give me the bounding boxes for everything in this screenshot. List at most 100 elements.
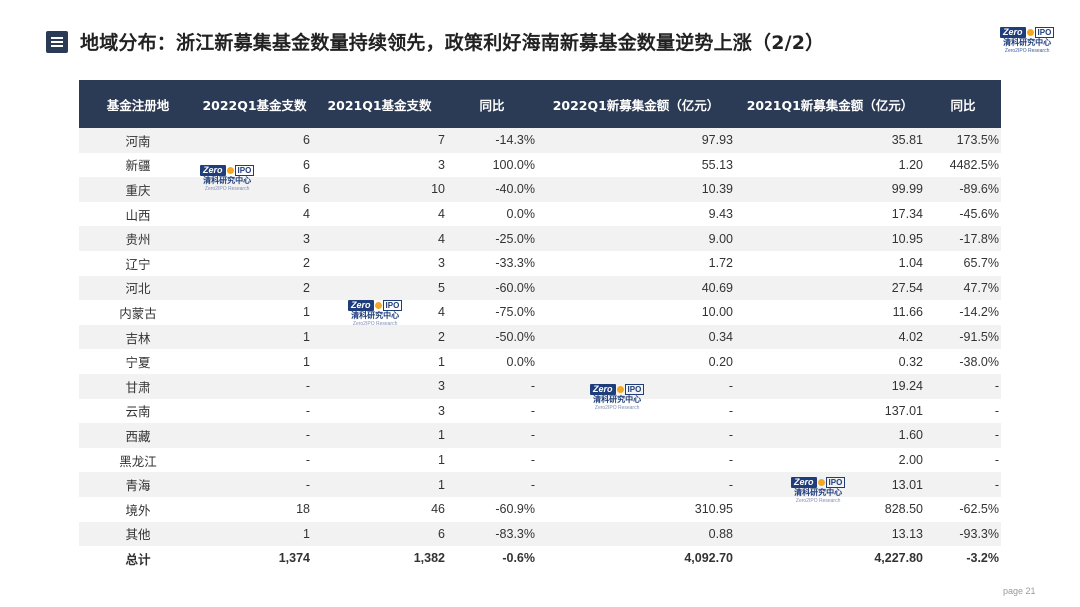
value-cell: 19.24: [735, 373, 925, 399]
region-cell: 新疆: [79, 152, 197, 178]
table-header-row: 基金注册地 2022Q1基金支数 2021Q1基金支数 同比 2022Q1新募集金额（亿…: [79, 80, 1001, 128]
value-cell: 1: [197, 521, 312, 547]
value-cell: 13.01: [735, 472, 925, 497]
watermark-ipo-text: IPO: [382, 300, 403, 311]
fund-region-table: 基金注册地 2022Q1基金支数 2021Q1基金支数 同比 2022Q1新募集金额（亿…: [79, 80, 1001, 571]
value-cell: 3: [312, 398, 447, 424]
value-cell: 6: [312, 521, 447, 547]
watermark-zero-text: Zero: [590, 384, 616, 395]
value-cell: -: [447, 398, 537, 424]
value-cell: -75.0%: [447, 300, 537, 325]
watermark-logo: Zero IPO 清科研究中心 Zero2IPO Research: [791, 477, 846, 504]
table-body: 河南 6 7 -14.3% 97.93 35.81 173.5% 新疆 6 3 100.0% 55.1…: [79, 128, 1001, 571]
table-total-row: 总计 1,374 1,382 -0.6% 4,092.70 4,227.80 -3.2%: [79, 546, 1001, 571]
value-cell: 40.69: [537, 275, 735, 301]
value-cell: -: [447, 472, 537, 497]
value-cell: 99.99: [735, 177, 925, 202]
value-cell: -62.5%: [925, 496, 1001, 522]
value-cell: 10: [312, 177, 447, 202]
logo-dot-icon: [616, 386, 624, 393]
region-cell: 辽宁: [79, 250, 197, 276]
logo-dot-icon: [817, 479, 825, 486]
value-cell: 6: [197, 177, 312, 202]
region-cell: 西藏: [79, 423, 197, 448]
value-cell: -0.6%: [447, 546, 537, 571]
value-cell: 3: [312, 152, 447, 178]
value-cell: 5: [312, 275, 447, 301]
watermark-logo: Zero IPO 清科研究中心 Zero2IPO Research: [200, 165, 255, 192]
value-cell: 1.60: [735, 423, 925, 448]
table-row: 贵州 3 4 -25.0% 9.00 10.95 -17.8%: [79, 226, 1001, 251]
value-cell: -: [447, 373, 537, 399]
region-cell: 河南: [79, 128, 197, 153]
table-row: 云南 -3- -137.01-: [79, 398, 1001, 424]
table-row: 河北 2 5 -60.0% 40.69 27.54 47.7%: [79, 275, 1001, 301]
value-cell: 1: [312, 472, 447, 497]
value-cell: 1: [312, 349, 447, 374]
value-cell: -: [925, 398, 1001, 424]
value-cell: -33.3%: [447, 250, 537, 276]
watermark-zero-text: Zero: [200, 165, 226, 176]
menu-icon[interactable]: [46, 31, 68, 53]
value-cell: 46: [312, 496, 447, 522]
watermark-ipo-text: IPO: [234, 165, 255, 176]
value-cell: -: [447, 447, 537, 473]
value-cell: 0.88: [537, 521, 735, 547]
region-cell: 内蒙古: [79, 300, 197, 325]
value-cell: -50.0%: [447, 324, 537, 350]
value-cell: -45.6%: [925, 201, 1001, 227]
table-row: 黑龙江 -1- -2.00-: [79, 447, 1001, 473]
logo-ipo-text: IPO: [1034, 27, 1055, 38]
region-cell: 青海: [79, 472, 197, 497]
watermark-cn-text: 清科研究中心: [593, 395, 642, 404]
column-header: 基金注册地: [79, 80, 197, 128]
logo-dot-icon: [1026, 29, 1034, 36]
column-header: 同比: [447, 80, 537, 128]
value-cell: -60.9%: [447, 496, 537, 522]
value-cell: -14.2%: [925, 300, 1001, 325]
value-cell: -83.3%: [447, 521, 537, 547]
region-cell: 境外: [79, 496, 197, 522]
table-row: 吉林 1 2 -50.0% 0.34 4.02 -91.5%: [79, 324, 1001, 350]
column-header: 2022Q1新募集金额（亿元）: [537, 80, 735, 128]
table-row: 甘肃 -3- -19.24-: [79, 373, 1001, 399]
value-cell: -: [197, 472, 312, 497]
watermark-logo: Zero IPO 清科研究中心 Zero2IPO Research: [348, 300, 403, 327]
logo-cn-text: 清科研究中心: [1003, 38, 1052, 47]
value-cell: 4: [312, 201, 447, 227]
region-cell: 吉林: [79, 324, 197, 350]
value-cell: -3.2%: [925, 546, 1001, 571]
value-cell: 10.39: [537, 177, 735, 202]
logo-dot-icon: [226, 167, 234, 174]
value-cell: 1: [312, 423, 447, 448]
table-row: 青海 -1- -13.01-: [79, 472, 1001, 497]
zero2ipo-logo: Zero IPO 清科研究中心 Zero2IPO Research: [1000, 27, 1055, 54]
watermark-zero-text: Zero: [348, 300, 374, 311]
value-cell: 47.7%: [925, 275, 1001, 301]
table-row: 境外 18 46 -60.9% 310.95 828.50 -62.5%: [79, 496, 1001, 522]
value-cell: -: [925, 472, 1001, 497]
value-cell: 4482.5%: [925, 152, 1001, 178]
value-cell: -25.0%: [447, 226, 537, 251]
column-header: 2022Q1基金支数: [197, 80, 312, 128]
value-cell: -: [925, 423, 1001, 448]
table-row: 宁夏 1 1 0.0% 0.20 0.32 -38.0%: [79, 349, 1001, 374]
value-cell: 1: [312, 447, 447, 473]
value-cell: 10.95: [735, 226, 925, 251]
table-row: 河南 6 7 -14.3% 97.93 35.81 173.5%: [79, 128, 1001, 153]
value-cell: -91.5%: [925, 324, 1001, 350]
value-cell: -: [537, 398, 735, 424]
value-cell: -38.0%: [925, 349, 1001, 374]
watermark-cn-text: 清科研究中心: [203, 176, 252, 185]
region-cell: 河北: [79, 275, 197, 301]
value-cell: 1: [197, 300, 312, 325]
value-cell: 6: [197, 128, 312, 153]
page-number: page 21: [1003, 586, 1036, 596]
value-cell: -: [447, 423, 537, 448]
value-cell: 0.0%: [447, 201, 537, 227]
value-cell: 2: [197, 250, 312, 276]
table-row: 其他 1 6 -83.3% 0.88 13.13 -93.3%: [79, 521, 1001, 547]
value-cell: 0.0%: [447, 349, 537, 374]
value-cell: 3: [197, 226, 312, 251]
value-cell: -: [537, 472, 735, 497]
